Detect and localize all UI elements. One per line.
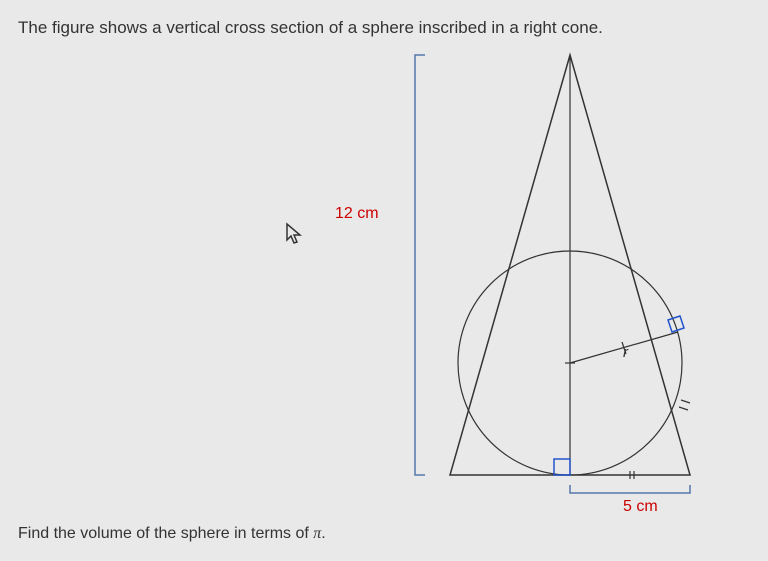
width-dimension-label: 5 cm [623, 498, 658, 516]
question-task: Find the volume of the sphere in terms o… [18, 525, 326, 543]
find-text-part1: Find the volume of the sphere in terms o… [18, 525, 313, 542]
find-text-period: . [321, 525, 325, 542]
question-prompt: The figure shows a vertical cross sectio… [18, 18, 603, 38]
geometry-diagram [390, 45, 740, 515]
cursor-icon [285, 222, 305, 252]
height-dimension-label: 12 cm [335, 205, 379, 223]
radius-label: r [623, 344, 628, 361]
